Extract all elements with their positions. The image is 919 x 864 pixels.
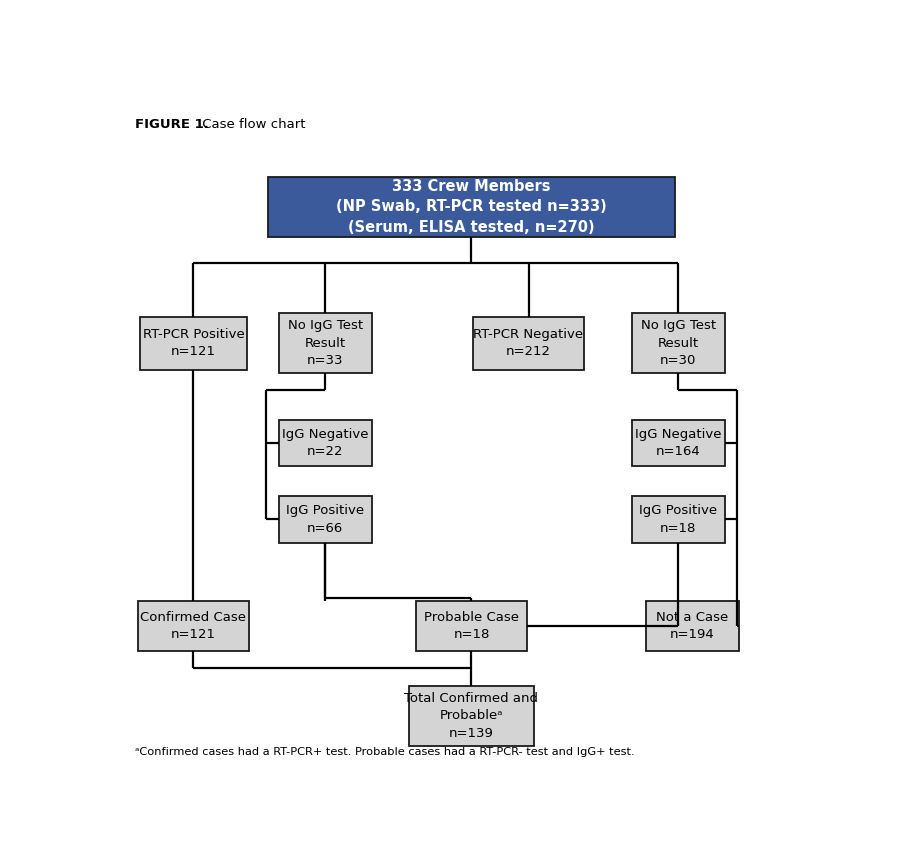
Text: RT-PCR Positive
n=121: RT-PCR Positive n=121 [142,328,244,359]
FancyBboxPatch shape [138,601,248,651]
Text: IgG Negative
n=22: IgG Negative n=22 [282,428,369,458]
FancyBboxPatch shape [631,420,724,467]
Text: Case flow chart: Case flow chart [198,118,305,131]
FancyBboxPatch shape [415,601,527,651]
Text: IgG Positive
n=66: IgG Positive n=66 [286,505,364,535]
FancyBboxPatch shape [645,601,738,651]
Text: FIGURE 1.: FIGURE 1. [135,118,209,131]
Text: IgG Positive
n=18: IgG Positive n=18 [639,505,717,535]
Text: IgG Negative
n=164: IgG Negative n=164 [634,428,720,458]
Text: ᵃConfirmed cases had a RT-PCR+ test. Probable cases had a RT-PCR- test and IgG+ : ᵃConfirmed cases had a RT-PCR+ test. Pro… [135,747,634,757]
Text: Total Confirmed and
Probableᵃ
n=139: Total Confirmed and Probableᵃ n=139 [404,692,538,740]
FancyBboxPatch shape [278,314,371,373]
FancyBboxPatch shape [631,496,724,543]
FancyBboxPatch shape [268,177,674,237]
Text: No IgG Test
Result
n=30: No IgG Test Result n=30 [640,319,715,367]
Text: No IgG Test
Result
n=33: No IgG Test Result n=33 [288,319,362,367]
Text: Confirmed Case
n=121: Confirmed Case n=121 [141,611,246,641]
FancyBboxPatch shape [140,316,246,370]
FancyBboxPatch shape [472,316,584,370]
FancyBboxPatch shape [409,686,533,746]
Text: 333 Crew Members
(NP Swab, RT-PCR tested n=333)
(Serum, ELISA tested, n=270): 333 Crew Members (NP Swab, RT-PCR tested… [335,179,607,235]
Text: RT-PCR Negative
n=212: RT-PCR Negative n=212 [473,328,583,359]
FancyBboxPatch shape [631,314,724,373]
FancyBboxPatch shape [278,496,371,543]
Text: Probable Case
n=18: Probable Case n=18 [424,611,518,641]
Text: Not a Case
n=194: Not a Case n=194 [655,611,728,641]
FancyBboxPatch shape [278,420,371,467]
